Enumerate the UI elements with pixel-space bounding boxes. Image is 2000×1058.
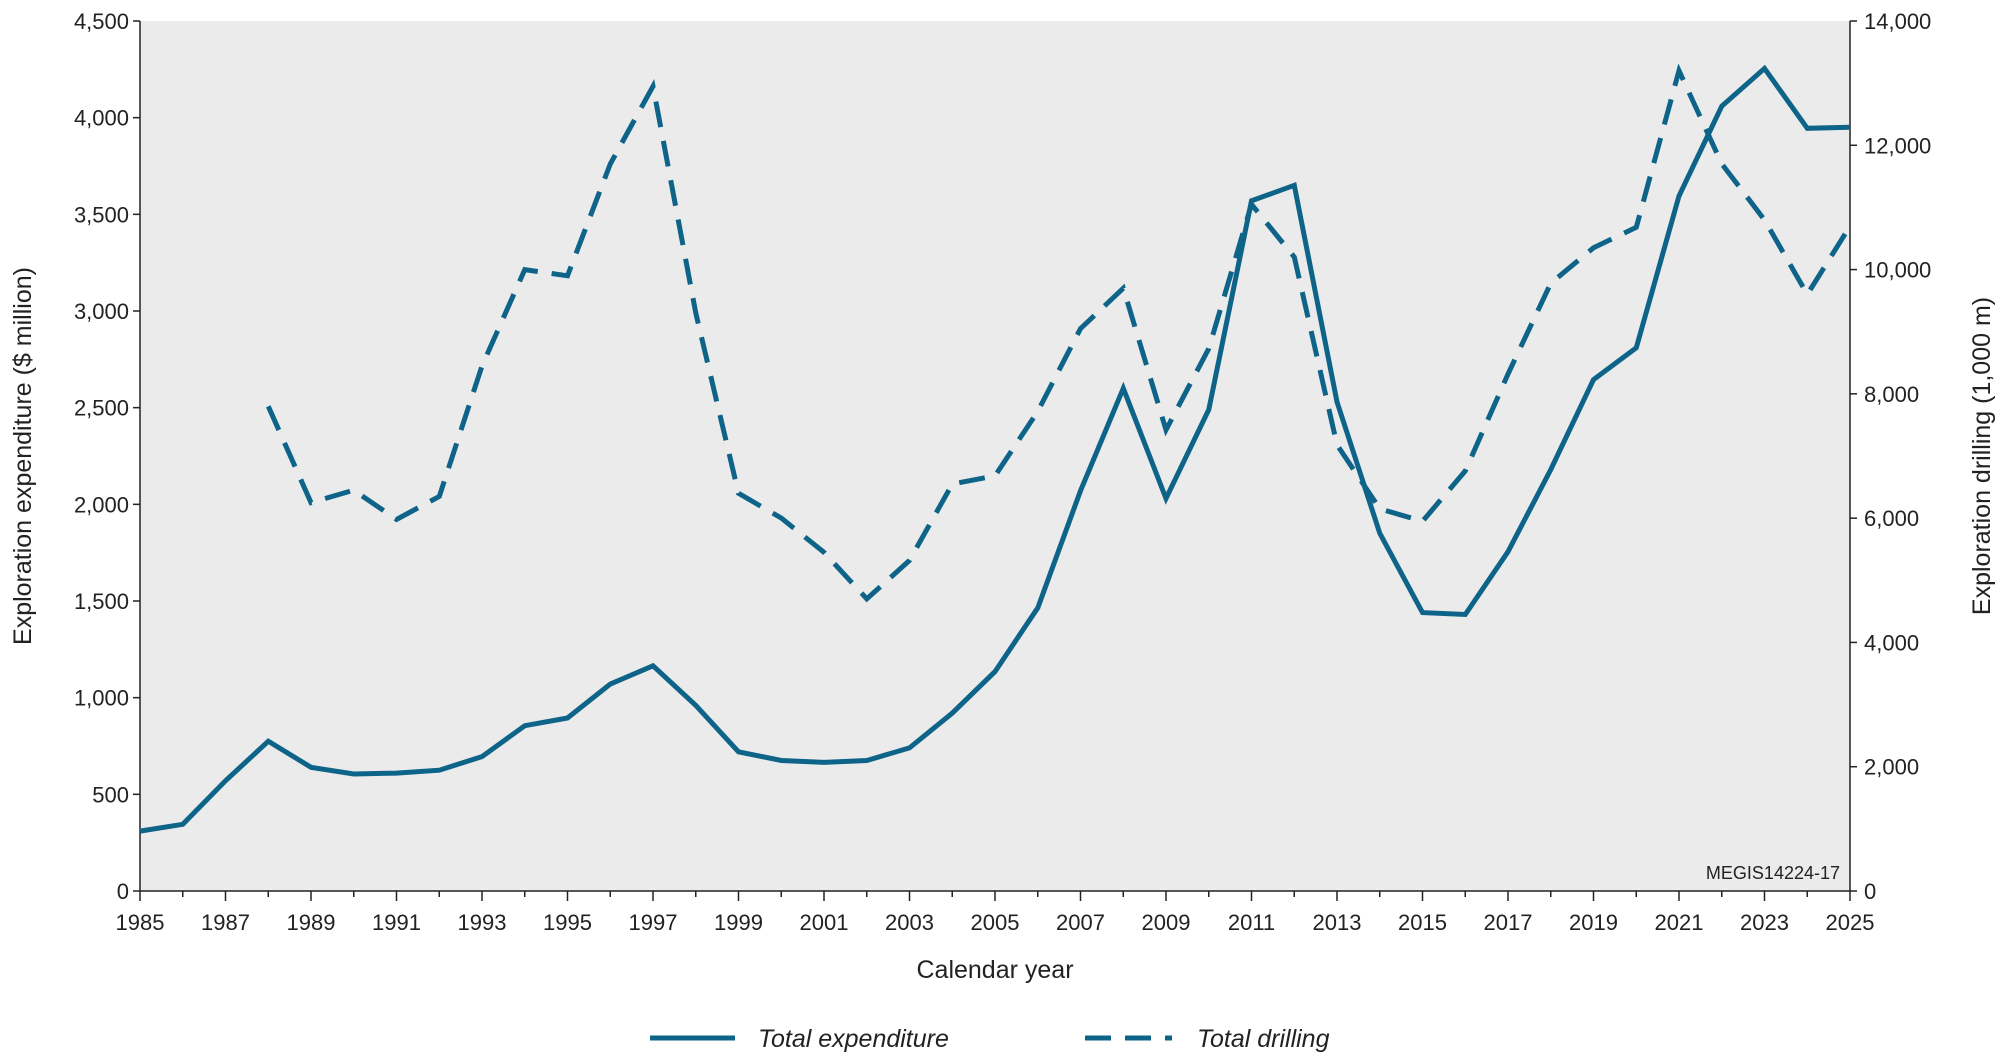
left-tick-label: 1,500	[74, 589, 129, 614]
series-layer	[139, 63, 1853, 834]
x-tick-label: 2003	[885, 910, 934, 935]
x-tick-label: 1993	[458, 910, 507, 935]
x-tick-label: 2017	[1484, 910, 1533, 935]
x-tick-label: 1999	[714, 910, 763, 935]
x-tick-label: 2019	[1569, 910, 1618, 935]
x-axis: 1985 1987 1989 1991 1993 1995 1997 1999 2001 2003…	[116, 890, 1875, 935]
right-y-axis-title: Exploration drilling (1,000 m)	[1968, 297, 1996, 615]
x-tick-label: 1997	[629, 910, 678, 935]
left-tick-label: 4,000	[74, 106, 129, 131]
right-tick-label: 4,000	[1864, 630, 1919, 655]
right-tick-label: 12,000	[1864, 133, 1931, 158]
legend-label-drilling: Total drilling	[1197, 1025, 1330, 1053]
x-axis-title: Calendar year	[916, 956, 1073, 984]
x-tick-label: 1989	[287, 910, 336, 935]
plot-area	[140, 21, 1850, 891]
right-tick-label: 8,000	[1864, 382, 1919, 407]
x-tick-label: 1991	[372, 910, 421, 935]
x-tick-label: 2007	[1056, 910, 1105, 935]
annotation-code: MEGIS14224-17	[1706, 863, 1840, 883]
x-tick-label: 2021	[1655, 910, 1704, 935]
x-tick-label: 1987	[201, 910, 250, 935]
legend-label-expenditure: Total expenditure	[758, 1025, 949, 1053]
right-tick-label: 2,000	[1864, 755, 1919, 780]
right-tick-label: 14,000	[1864, 9, 1931, 34]
left-y-axis-title: Exploration expenditure ($ million)	[9, 267, 37, 645]
x-tick-label: 2013	[1313, 910, 1362, 935]
x-tick-label: 2011	[1228, 910, 1275, 935]
legend: Total expenditure Total drilling	[650, 1025, 1330, 1053]
right-tick-label: 6,000	[1864, 506, 1919, 531]
right-y-axis: 0 2,000 4,000 6,000 8,000 10,000 12,000 14,000	[1849, 9, 1931, 904]
left-tick-label: 4,500	[74, 9, 129, 34]
left-tick-label: 0	[117, 879, 129, 904]
x-tick-label: 1995	[543, 910, 592, 935]
left-tick-label: 2,500	[74, 396, 129, 421]
left-tick-label: 3,000	[74, 299, 129, 324]
left-tick-label: 3,500	[74, 202, 129, 227]
x-tick-label: 2009	[1142, 910, 1191, 935]
x-tick-label: 2025	[1826, 910, 1875, 935]
x-tick-label: 2015	[1398, 910, 1447, 935]
x-tick-label: 2005	[971, 910, 1020, 935]
left-tick-label: 2,000	[74, 492, 129, 517]
x-tick-label: 1985	[116, 910, 165, 935]
right-tick-label: 0	[1864, 879, 1876, 904]
left-tick-label: 500	[92, 782, 129, 807]
series-line-total-drilling	[266, 63, 1853, 603]
left-tick-label: 1,000	[74, 686, 129, 711]
series-line-total-expenditure	[139, 64, 1851, 834]
right-tick-label: 10,000	[1864, 258, 1931, 283]
x-tick-label: 2001	[800, 910, 849, 935]
x-tick-label: 2023	[1740, 910, 1789, 935]
left-y-axis: 0 500 1,000 1,500 2,000 2,500 3,000 3,500 4,000 4…	[74, 9, 141, 904]
